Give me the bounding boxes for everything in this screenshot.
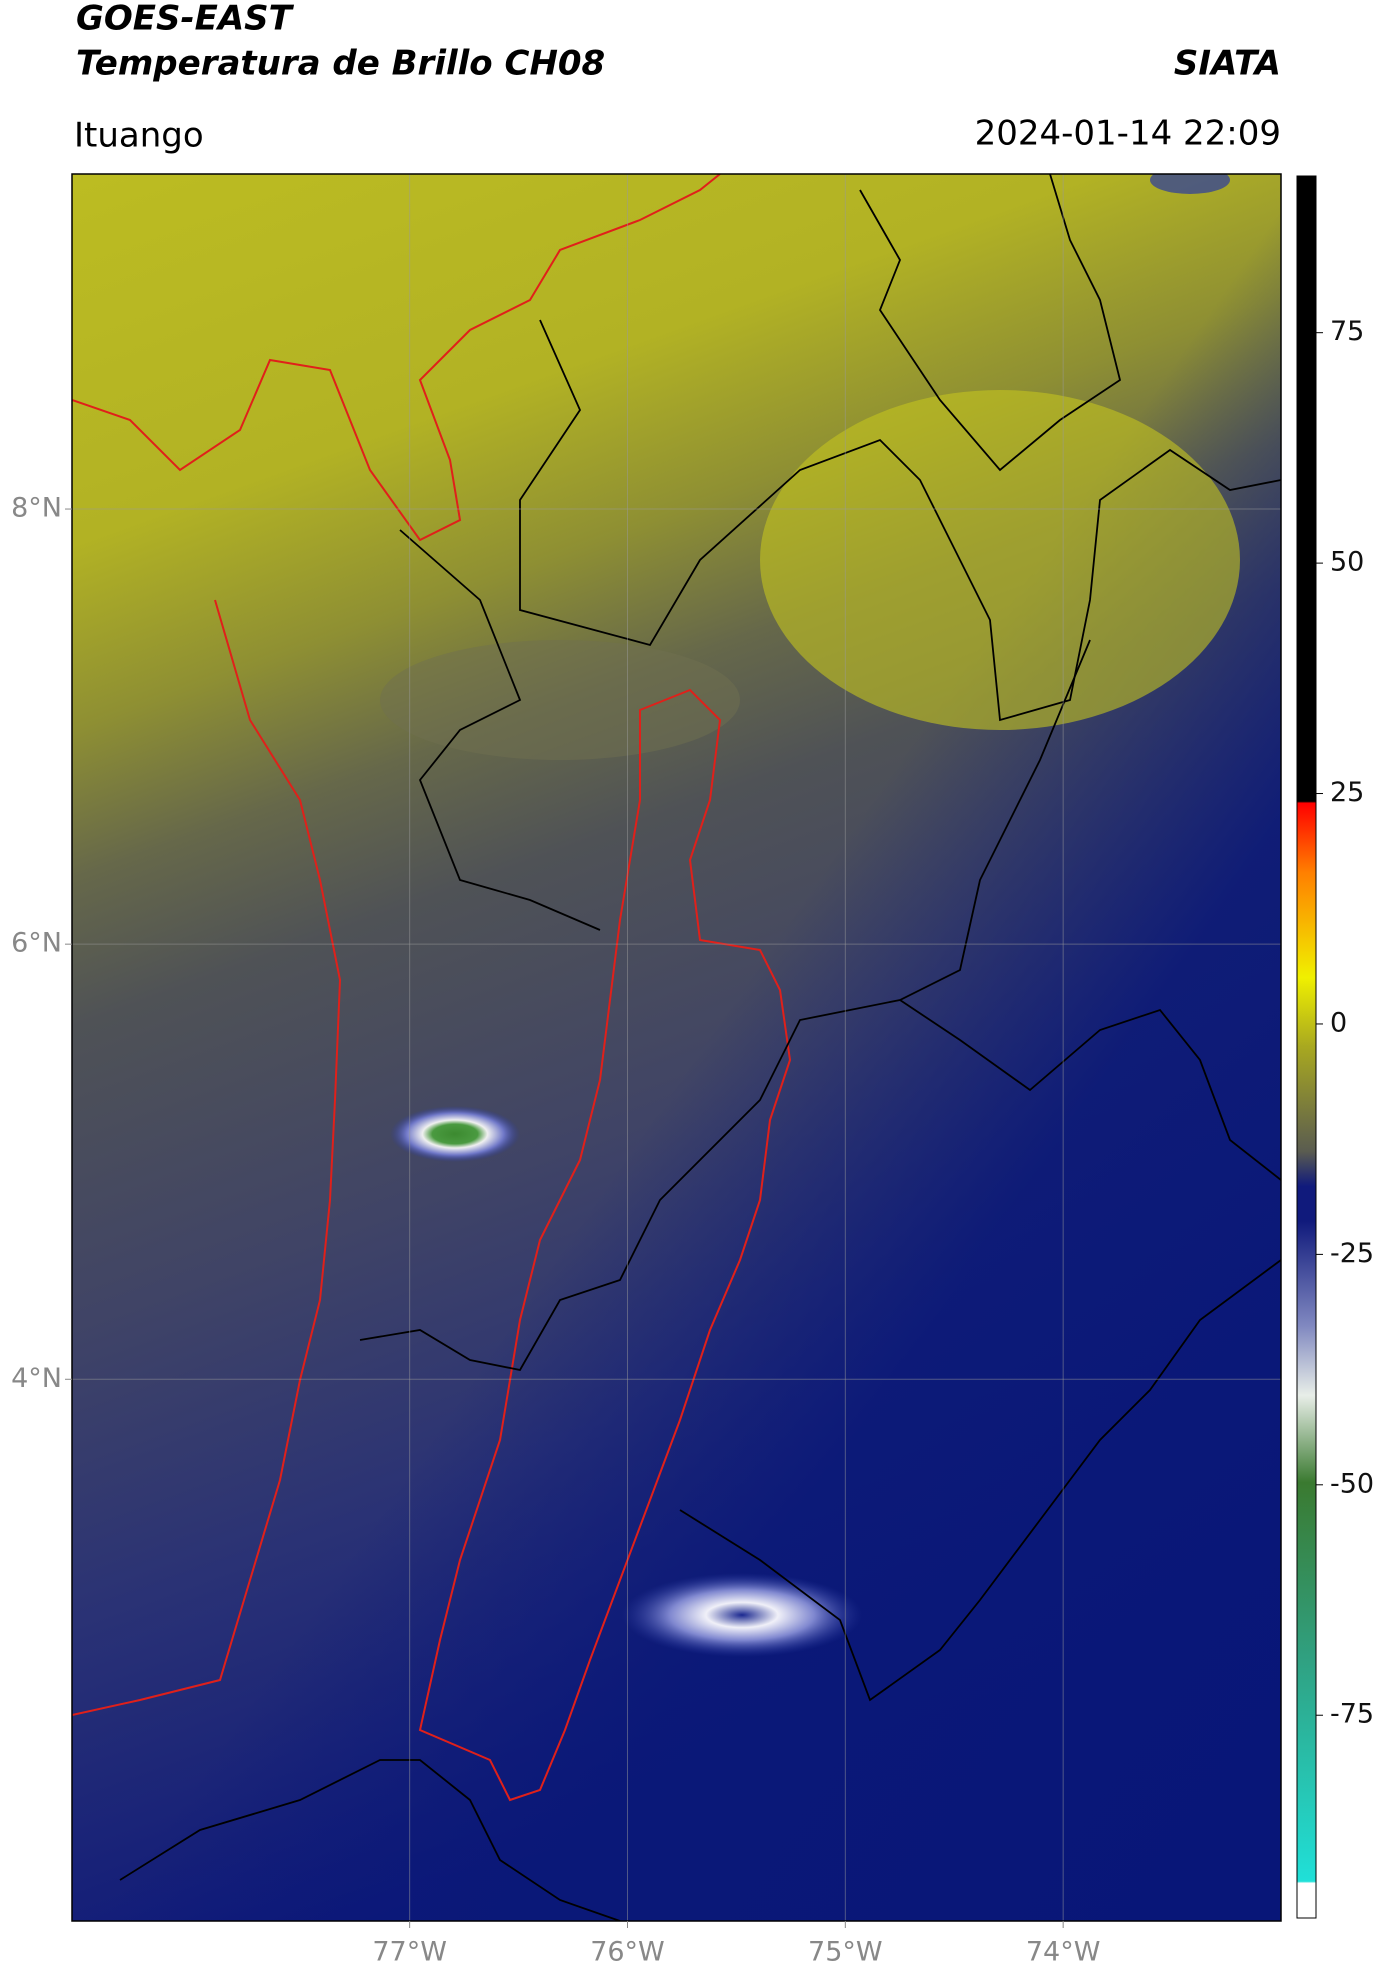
x-tick-label: 76°W bbox=[590, 1937, 665, 1968]
location: Ituango bbox=[74, 116, 204, 156]
colorbar-tick-label: -75 bbox=[1330, 1699, 1374, 1730]
title: GOES-EAST bbox=[76, 0, 295, 39]
y-tick-label: 4°N bbox=[11, 1363, 62, 1394]
y-tick-label: 6°N bbox=[11, 928, 62, 959]
colorbar-tick-label: 75 bbox=[1330, 316, 1364, 347]
subtitle: Temperatura de Brillo CH08 bbox=[76, 44, 605, 84]
grid bbox=[72, 174, 1281, 1921]
timestamp: 2024-01-14 22:09 bbox=[975, 114, 1281, 154]
colorbar-tick-label: -50 bbox=[1330, 1468, 1374, 1499]
y-tick-label: 8°N bbox=[11, 493, 62, 524]
map-imagery bbox=[72, 174, 1281, 1921]
colorbar-tick-label: 25 bbox=[1330, 777, 1364, 808]
x-tick-label: 77°W bbox=[372, 1937, 447, 1968]
x-tick-label: 75°W bbox=[808, 1937, 883, 1968]
colorbar bbox=[1296, 175, 1317, 1919]
colorbar-tick-label: 0 bbox=[1330, 1007, 1347, 1038]
colorbar-tick-label: 50 bbox=[1330, 547, 1364, 578]
map-frame bbox=[71, 173, 1282, 1922]
colorbar-tick-label: -25 bbox=[1330, 1238, 1374, 1269]
source: SIATA bbox=[1174, 44, 1281, 84]
x-tick-label: 74°W bbox=[1026, 1937, 1101, 1968]
